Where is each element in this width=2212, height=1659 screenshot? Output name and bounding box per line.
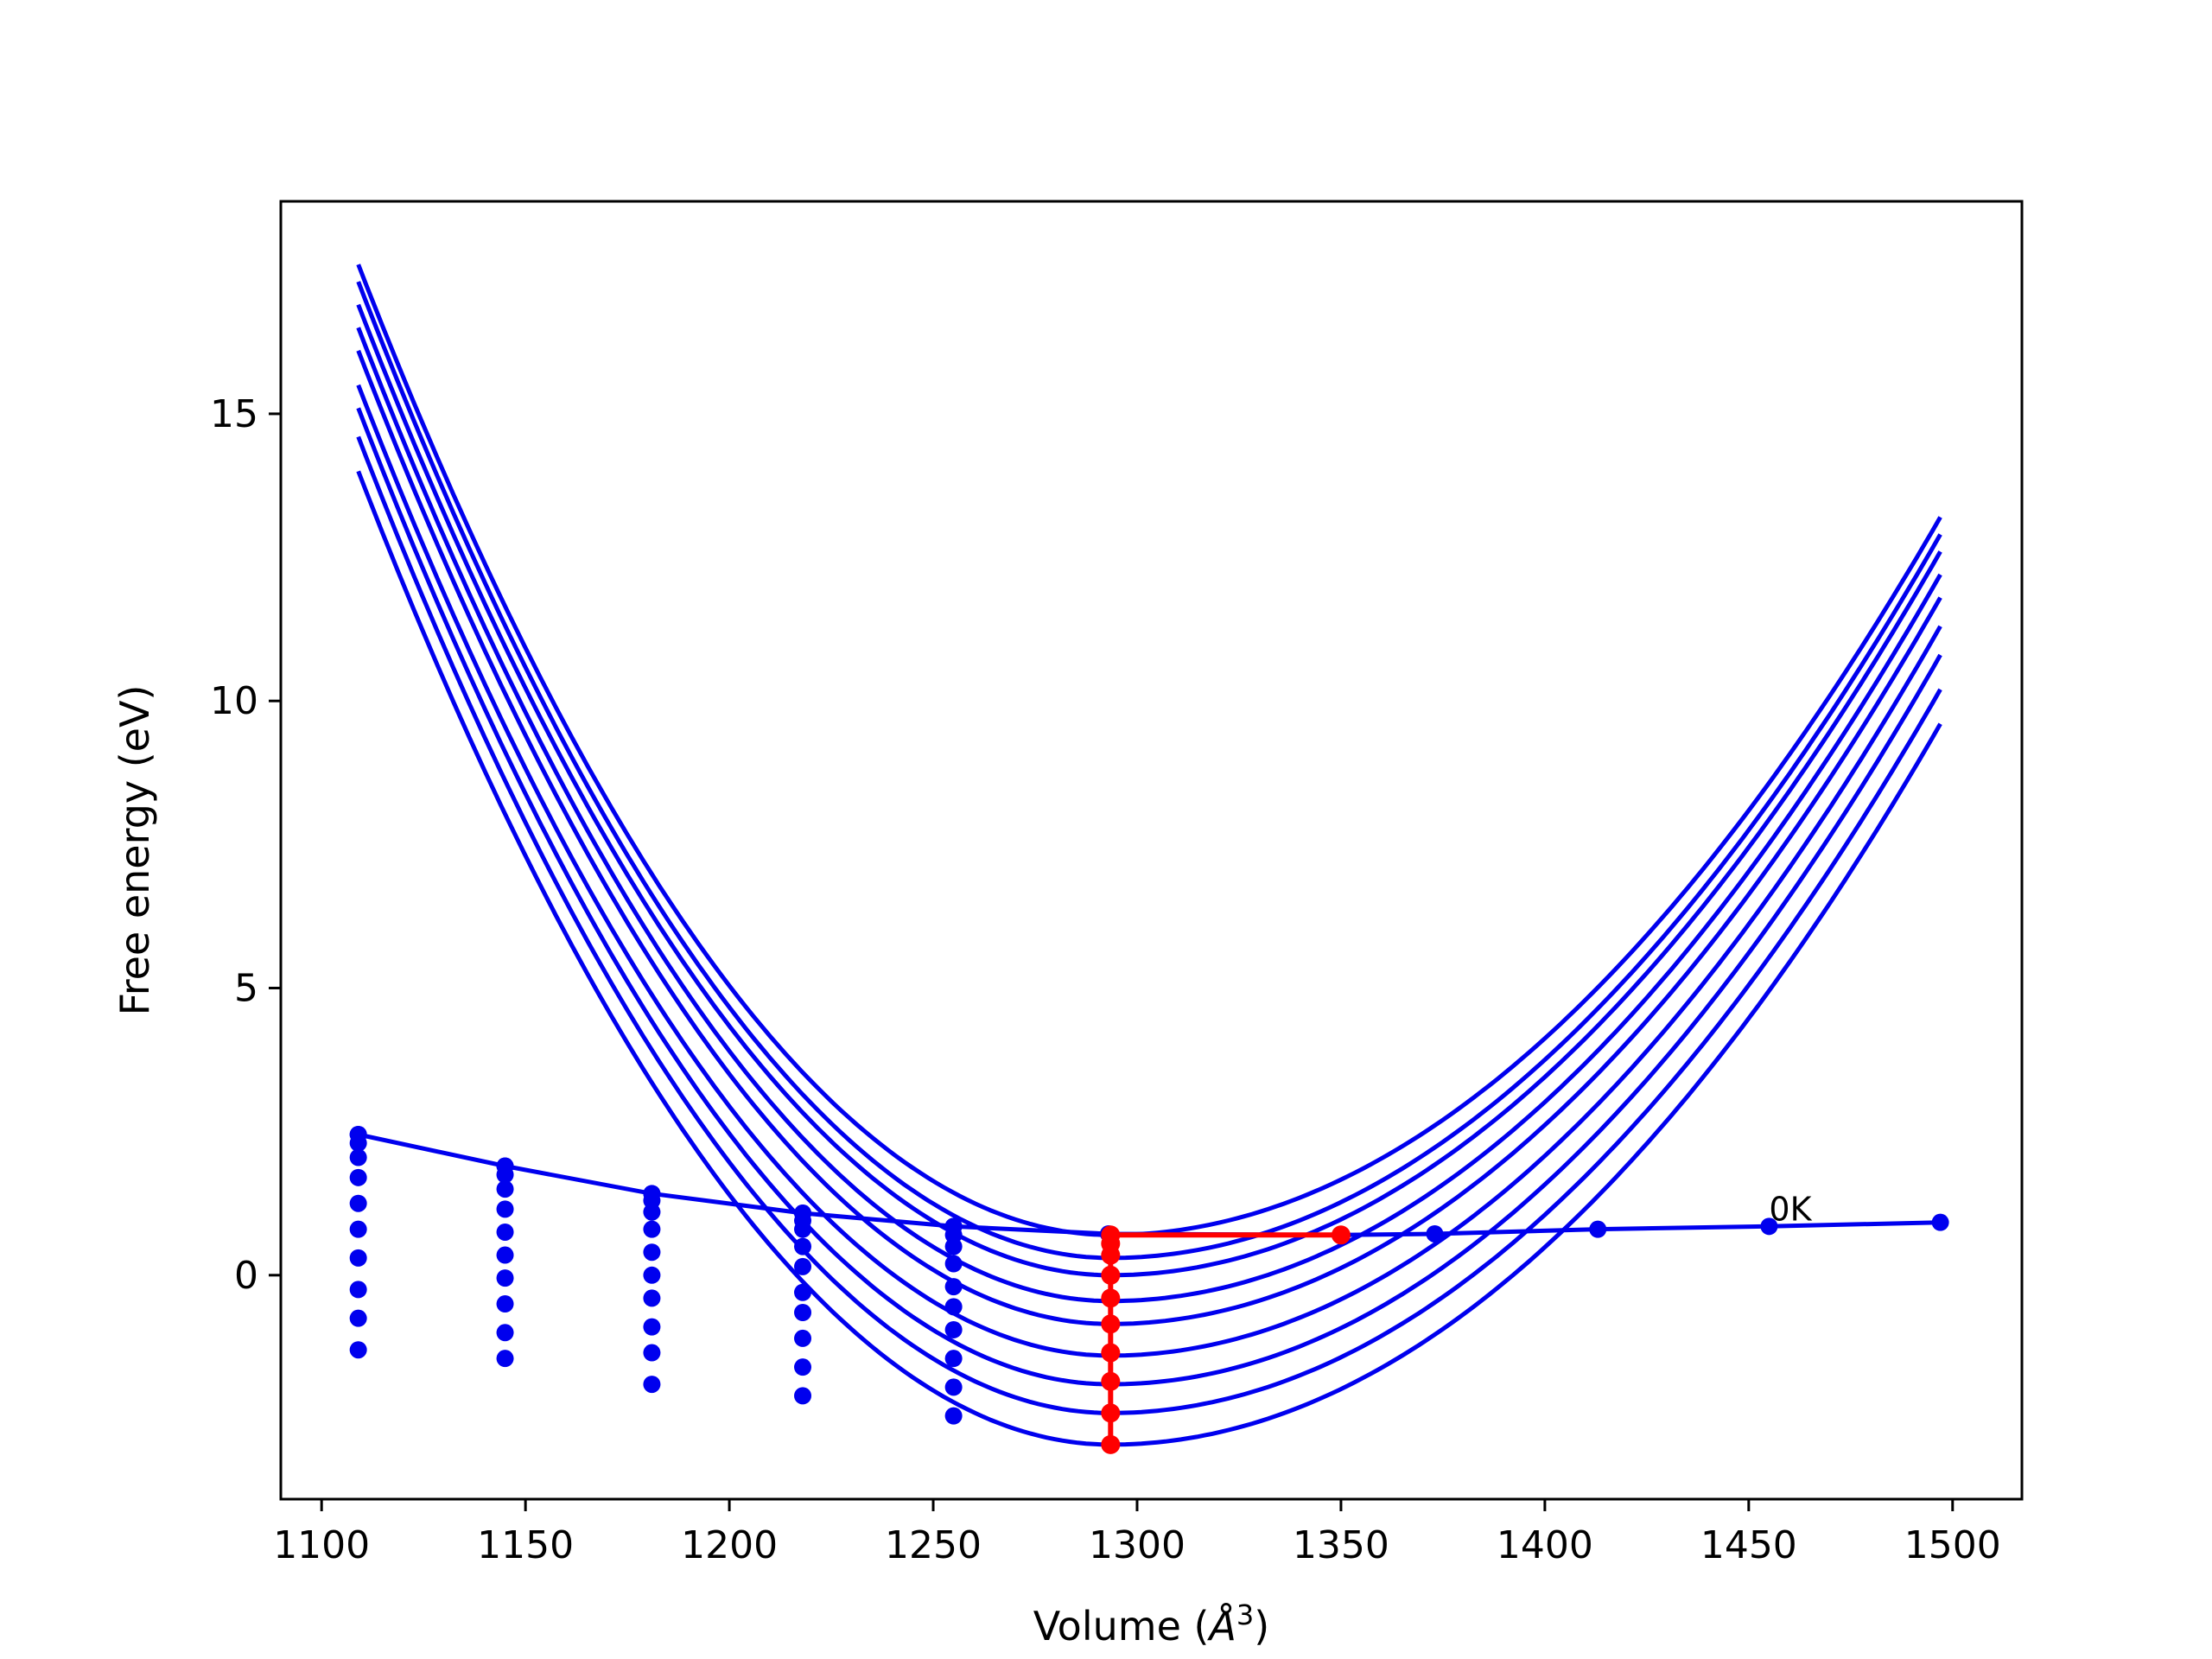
y-axis-ticks: 0 5 10 15 (210, 392, 281, 1298)
scatter-point (349, 1194, 367, 1212)
x-axis-label-text: Volume ( (1033, 1603, 1210, 1649)
x-tick-label: 1500 (1904, 1523, 2001, 1567)
highlight-point (1101, 1434, 1121, 1454)
scatter-point (496, 1166, 514, 1184)
scatter-point (643, 1203, 661, 1221)
y-axis-label: Free energy (eV) (111, 685, 158, 1016)
scatter-point (794, 1237, 812, 1255)
x-axis-label: Volume (Å3) (1033, 1599, 1269, 1649)
scatter-point (944, 1237, 963, 1255)
scatter-point (643, 1266, 661, 1284)
highlight-point (1101, 1245, 1121, 1265)
x-tick-label: 1100 (273, 1523, 370, 1567)
y-tick-label: 10 (210, 679, 258, 723)
highlight-point (1101, 1403, 1121, 1423)
scatter-point (643, 1220, 661, 1238)
scatter-point (794, 1387, 812, 1405)
highlight-point (1331, 1225, 1351, 1245)
scatter-point (944, 1320, 963, 1338)
scatter-point (794, 1304, 812, 1322)
scatter-point (944, 1407, 963, 1425)
scatter-point (794, 1220, 812, 1238)
highlight-point (1101, 1343, 1121, 1363)
scatter-point (349, 1309, 367, 1327)
scatter-point (944, 1298, 963, 1316)
scatter-point (496, 1269, 514, 1287)
y-tick-label: 0 (234, 1254, 258, 1298)
fit-curve-4 (356, 327, 1942, 1304)
fit-curve-1 (356, 264, 1942, 1237)
fit-curve-9 (356, 470, 1942, 1447)
zero-k-curve (349, 1125, 1949, 1244)
scatter-point (944, 1278, 963, 1296)
scatter-point (496, 1223, 514, 1241)
scatter-point (794, 1283, 812, 1301)
scatter-point (643, 1344, 661, 1362)
x-tick-label: 1300 (1089, 1523, 1185, 1567)
scatter-point (496, 1200, 514, 1218)
scatter-point (496, 1324, 514, 1342)
plot-frame (279, 200, 2024, 1501)
x-tick-label: 1400 (1497, 1523, 1593, 1567)
x-axis-label-sup: 3 (1236, 1599, 1254, 1631)
scatter-point (349, 1220, 367, 1238)
highlight-series (1101, 1225, 1351, 1454)
scatter-point (496, 1295, 514, 1313)
scatter-point (794, 1358, 812, 1376)
x-tick-label: 1350 (1293, 1523, 1389, 1567)
highlight-point (1101, 1265, 1121, 1285)
x-axis-ticks: 1100 1150 1200 1250 1300 1350 1400 1450 1500 (273, 1499, 2001, 1567)
scatter-point (643, 1289, 661, 1307)
scatter-point (349, 1134, 367, 1152)
highlight-point (1101, 1288, 1121, 1308)
scatter-point (643, 1243, 661, 1262)
x-tick-label: 1250 (885, 1523, 982, 1567)
zero-k-line (358, 1132, 1941, 1237)
scatter-point (349, 1281, 367, 1299)
scatter-point (643, 1318, 661, 1336)
fit-curve-5 (356, 349, 1942, 1326)
fit-curve-6 (356, 384, 1942, 1358)
scatter-point (349, 1249, 367, 1267)
zero-k-annotation: 0K (1769, 1191, 1812, 1229)
scatter-point (944, 1255, 963, 1273)
x-axis-label-unit: Å (1206, 1603, 1236, 1649)
scatter-point (794, 1329, 812, 1347)
scatter-point (349, 1148, 367, 1166)
zero-k-point (1931, 1213, 1949, 1231)
scatter-point (349, 1341, 367, 1359)
scatter-point (643, 1376, 661, 1394)
fit-curves (356, 264, 1942, 1447)
scatter-point (944, 1350, 963, 1368)
x-axis-label-close: ) (1254, 1603, 1269, 1649)
fit-curve-7 (356, 407, 1942, 1387)
scatter-points (349, 1125, 963, 1425)
scatter-point (496, 1180, 514, 1198)
x-tick-label: 1200 (681, 1523, 778, 1567)
y-tick-label: 5 (234, 967, 258, 1011)
fit-curve-2 (356, 281, 1942, 1261)
fit-curve-8 (356, 435, 1942, 1415)
scatter-point (794, 1257, 812, 1275)
zero-k-point (1760, 1217, 1778, 1236)
zero-k-point (1589, 1220, 1607, 1238)
scatter-point (944, 1378, 963, 1396)
fit-curve-3 (356, 303, 1942, 1278)
y-tick-label: 15 (210, 392, 258, 436)
highlight-point (1101, 1314, 1121, 1334)
x-tick-label: 1450 (1700, 1523, 1797, 1567)
highlight-point (1101, 1371, 1121, 1391)
scatter-point (349, 1168, 367, 1186)
scatter-point (496, 1350, 514, 1368)
zero-k-point (1426, 1224, 1444, 1243)
x-tick-label: 1150 (477, 1523, 574, 1567)
scatter-point (496, 1246, 514, 1264)
